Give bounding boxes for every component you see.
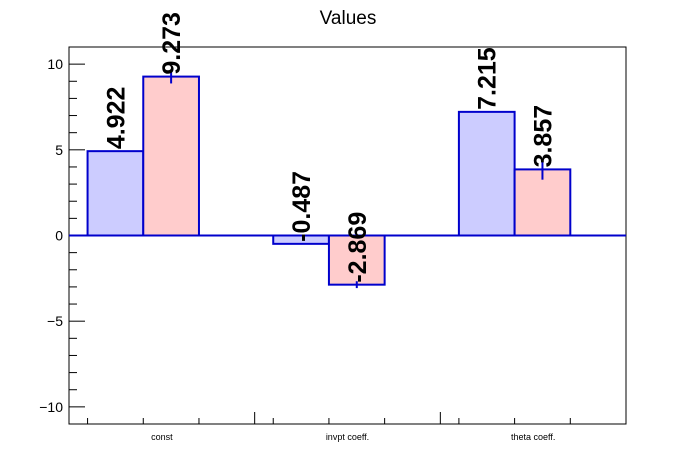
error-bars xyxy=(170,69,544,289)
data-label: 7.215 xyxy=(474,47,502,110)
x-category-label: const xyxy=(151,432,173,442)
data-label: -0.487 xyxy=(288,171,316,242)
data-label: 4.922 xyxy=(102,87,130,150)
data-label: 3.857 xyxy=(529,105,557,168)
x-category-label: invpt coeff. xyxy=(326,432,369,442)
chart-title: Values xyxy=(320,8,377,29)
y-tick-label: −5 xyxy=(47,313,63,329)
y-tick-label: 0 xyxy=(55,228,63,244)
data-label: 9.273 xyxy=(158,12,186,75)
bar xyxy=(142,75,200,237)
bars xyxy=(86,75,572,286)
bar xyxy=(86,150,145,237)
x-category-label: theta coeff. xyxy=(511,432,555,442)
bar xyxy=(457,110,516,237)
y-tick-label: 10 xyxy=(47,56,63,72)
y-tick-label: −10 xyxy=(39,399,63,415)
data-labels: 4.922 -0.487 7.215 9.273 -2.869 3.857 xyxy=(102,12,557,283)
x-axis: const invpt coeff. theta coeff. xyxy=(87,412,571,442)
data-label: -2.869 xyxy=(344,212,372,283)
y-tick-label: 5 xyxy=(55,142,63,158)
